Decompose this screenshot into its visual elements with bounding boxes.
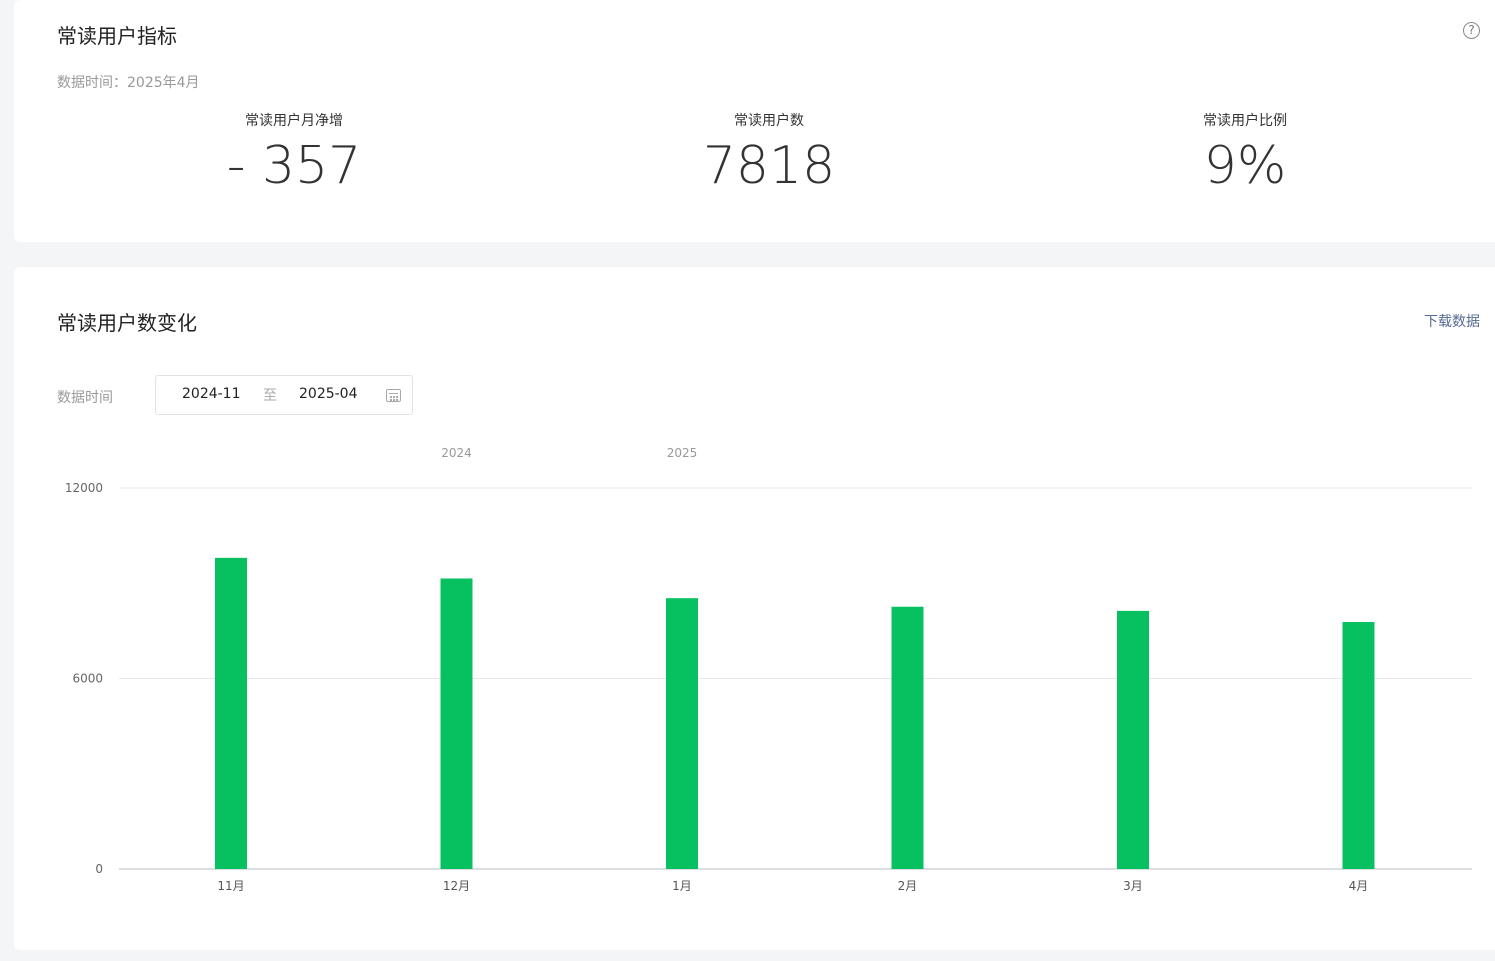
x-tick-label: 1月 <box>672 879 692 893</box>
metrics-card: 常读用户指标 ? 数据时间：2025年4月 常读用户月净增 - 357 常读用户… <box>14 0 1495 242</box>
metric-label: 常读用户月净增 <box>245 113 343 129</box>
chart-title: 常读用户数变化 <box>57 311 197 335</box>
date-range-picker[interactable]: 2024-11 至 2025-04 <box>155 375 413 415</box>
metric-value: - 357 <box>226 136 362 196</box>
metric-label: 常读用户比例 <box>1203 113 1287 129</box>
chart-card: 常读用户数变化 下载数据 数据时间 2024-11 至 2025-04 <box>14 267 1495 950</box>
bar <box>440 578 473 869</box>
date-range-label: 数据时间 <box>57 390 113 406</box>
range-end-input[interactable]: 2025-04 <box>299 386 358 402</box>
x-tick-label: 12月 <box>443 879 470 893</box>
x-tick-label: 4月 <box>1349 879 1369 893</box>
bar <box>666 598 698 869</box>
y-tick-label: 0 <box>95 862 103 876</box>
x-tick-label: 3月 <box>1123 879 1143 893</box>
bar <box>215 557 247 869</box>
metrics-data-time: 数据时间：2025年4月 <box>57 75 200 91</box>
y-tick-label: 6000 <box>72 672 103 686</box>
metric-label: 常读用户数 <box>734 113 804 129</box>
download-data-link[interactable]: 下载数据 <box>1424 314 1480 330</box>
metric-net-growth: 常读用户月净增 - 357 <box>144 110 444 198</box>
help-icon[interactable]: ? <box>1463 22 1480 39</box>
metric-value: 7818 <box>702 136 836 196</box>
y-tick-label: 12000 <box>65 481 103 495</box>
metrics-title: 常读用户指标 <box>57 24 177 48</box>
year-label: 2024 <box>441 446 472 460</box>
bar <box>1342 621 1375 869</box>
bar <box>1117 610 1149 869</box>
x-tick-label: 2月 <box>898 879 918 893</box>
calendar-icon[interactable] <box>386 389 401 402</box>
metric-user-count: 常读用户数 7818 <box>619 110 919 198</box>
metric-user-ratio: 常读用户比例 9% <box>1095 110 1395 198</box>
range-start-input[interactable]: 2024-11 <box>182 386 241 402</box>
x-tick-label: 11月 <box>217 879 244 893</box>
bar <box>891 606 924 869</box>
metric-value: 9% <box>1203 136 1287 196</box>
year-label: 2025 <box>667 446 698 460</box>
range-separator: 至 <box>263 388 277 404</box>
